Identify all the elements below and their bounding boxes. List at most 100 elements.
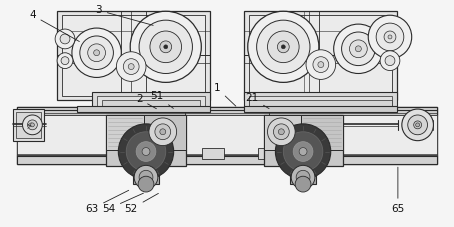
Circle shape bbox=[139, 170, 153, 184]
Bar bbox=[244, 11, 397, 100]
Circle shape bbox=[118, 124, 174, 179]
Circle shape bbox=[150, 31, 182, 63]
Circle shape bbox=[278, 129, 284, 135]
Circle shape bbox=[134, 165, 158, 189]
Bar bbox=[202, 148, 224, 159]
Text: 51: 51 bbox=[150, 91, 173, 109]
Circle shape bbox=[28, 120, 37, 130]
Circle shape bbox=[138, 176, 154, 192]
Circle shape bbox=[355, 46, 361, 52]
Circle shape bbox=[402, 109, 434, 141]
Circle shape bbox=[295, 176, 311, 192]
Circle shape bbox=[376, 23, 404, 51]
Circle shape bbox=[334, 24, 383, 74]
Bar bbox=[244, 92, 397, 110]
Circle shape bbox=[248, 11, 319, 82]
Bar bbox=[17, 107, 437, 115]
Circle shape bbox=[55, 29, 75, 49]
Circle shape bbox=[408, 115, 428, 135]
Circle shape bbox=[155, 124, 171, 140]
Bar bbox=[13, 109, 44, 141]
Bar bbox=[301, 115, 343, 150]
Bar bbox=[249, 100, 392, 108]
Bar bbox=[264, 115, 343, 166]
Circle shape bbox=[126, 132, 166, 171]
Circle shape bbox=[291, 165, 315, 189]
Circle shape bbox=[123, 59, 139, 74]
Bar bbox=[133, 164, 159, 184]
Bar bbox=[15, 112, 41, 138]
Circle shape bbox=[414, 121, 422, 129]
Text: 65: 65 bbox=[391, 167, 405, 214]
Circle shape bbox=[380, 51, 400, 71]
Circle shape bbox=[296, 170, 310, 184]
Circle shape bbox=[139, 20, 192, 74]
Circle shape bbox=[368, 15, 412, 59]
Text: 2: 2 bbox=[136, 94, 157, 109]
Circle shape bbox=[416, 123, 419, 127]
Text: 21: 21 bbox=[245, 93, 269, 109]
Bar bbox=[17, 107, 437, 164]
Circle shape bbox=[385, 56, 395, 66]
Text: 54: 54 bbox=[102, 193, 143, 214]
Circle shape bbox=[276, 124, 331, 179]
Circle shape bbox=[61, 57, 69, 65]
Circle shape bbox=[384, 31, 396, 43]
Circle shape bbox=[341, 32, 375, 66]
Circle shape bbox=[350, 40, 367, 58]
Circle shape bbox=[164, 45, 168, 49]
Circle shape bbox=[281, 45, 285, 49]
Circle shape bbox=[60, 34, 70, 44]
Bar bbox=[249, 96, 392, 106]
Bar bbox=[92, 92, 210, 110]
Circle shape bbox=[130, 11, 201, 82]
Bar bbox=[17, 155, 437, 164]
Circle shape bbox=[267, 31, 299, 63]
Circle shape bbox=[273, 124, 289, 140]
Circle shape bbox=[293, 142, 313, 161]
Circle shape bbox=[160, 41, 172, 53]
Circle shape bbox=[23, 115, 42, 135]
Circle shape bbox=[313, 57, 329, 72]
Bar bbox=[290, 164, 316, 184]
Circle shape bbox=[257, 20, 310, 74]
Circle shape bbox=[116, 52, 146, 81]
Text: 1: 1 bbox=[214, 83, 236, 106]
Bar bbox=[102, 100, 200, 108]
Circle shape bbox=[72, 28, 121, 77]
Bar bbox=[144, 115, 186, 150]
Text: 63: 63 bbox=[85, 190, 128, 214]
Text: 3: 3 bbox=[95, 5, 153, 25]
Circle shape bbox=[136, 142, 156, 161]
Bar bbox=[97, 96, 205, 106]
Bar bbox=[264, 115, 301, 150]
Circle shape bbox=[267, 118, 295, 146]
Circle shape bbox=[57, 53, 73, 69]
Circle shape bbox=[299, 148, 307, 155]
Bar bbox=[107, 115, 144, 150]
Circle shape bbox=[142, 148, 150, 155]
Circle shape bbox=[283, 132, 323, 171]
Bar bbox=[257, 148, 279, 159]
Circle shape bbox=[388, 35, 392, 39]
Bar bbox=[17, 115, 437, 155]
Circle shape bbox=[306, 50, 336, 79]
Circle shape bbox=[88, 44, 105, 62]
Circle shape bbox=[318, 62, 324, 68]
Bar bbox=[107, 115, 186, 166]
Circle shape bbox=[277, 41, 289, 53]
Bar bbox=[244, 106, 397, 112]
Circle shape bbox=[149, 118, 177, 146]
Circle shape bbox=[80, 36, 114, 69]
Circle shape bbox=[160, 129, 166, 135]
Bar bbox=[62, 15, 205, 96]
Text: 52: 52 bbox=[124, 193, 158, 214]
Circle shape bbox=[128, 64, 134, 69]
Text: 4: 4 bbox=[29, 10, 79, 42]
Bar bbox=[77, 106, 210, 112]
Circle shape bbox=[94, 50, 99, 56]
Text: ⚡: ⚡ bbox=[25, 121, 32, 131]
Circle shape bbox=[30, 123, 35, 127]
Bar bbox=[249, 15, 392, 96]
Bar bbox=[57, 11, 210, 100]
